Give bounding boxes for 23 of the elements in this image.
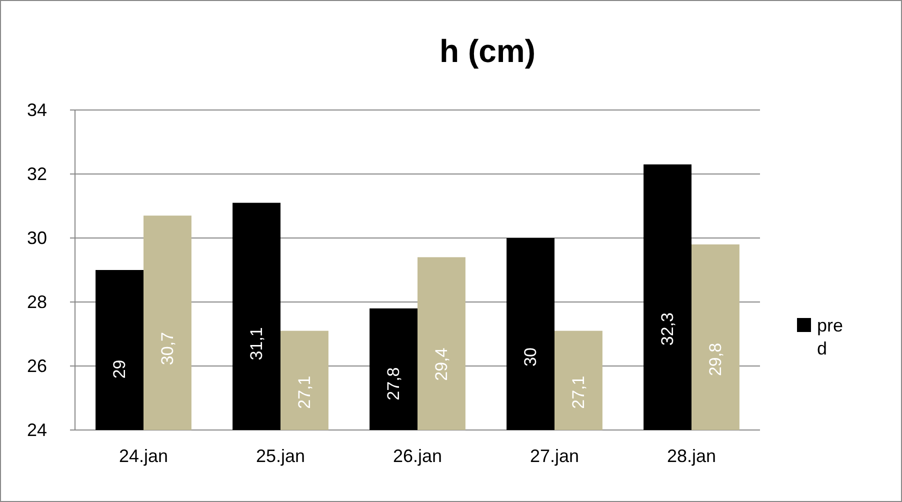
x-tick-label: 26.jan [392, 446, 442, 466]
data-label: 30,7 [158, 332, 177, 366]
data-label: 31,1 [247, 327, 266, 360]
x-tick-label: 24.jan [118, 446, 168, 466]
data-label: 27,1 [294, 376, 314, 409]
x-tick-label: 28.jan [666, 446, 716, 466]
y-tick-label: 26 [26, 356, 47, 376]
y-tick-label: 34 [26, 100, 47, 120]
y-tick-label: 28 [26, 292, 47, 312]
data-label: 32,3 [658, 312, 678, 346]
y-tick-label: 24 [26, 420, 47, 440]
legend-label: pred [817, 315, 844, 359]
x-tick-label: 25.jan [256, 446, 306, 466]
data-label: 29,4 [432, 348, 451, 381]
y-tick-label: 32 [26, 164, 47, 184]
chart-title: h (cm) [440, 33, 536, 69]
x-tick-label: 27.jan [530, 446, 580, 466]
y-tick-label: 30 [26, 228, 47, 248]
data-label: 27,1 [568, 376, 588, 409]
data-label: 27,8 [384, 367, 404, 400]
data-label: 30 [521, 348, 540, 366]
data-label: 29 [110, 360, 130, 379]
data-label: 29,8 [706, 342, 725, 376]
